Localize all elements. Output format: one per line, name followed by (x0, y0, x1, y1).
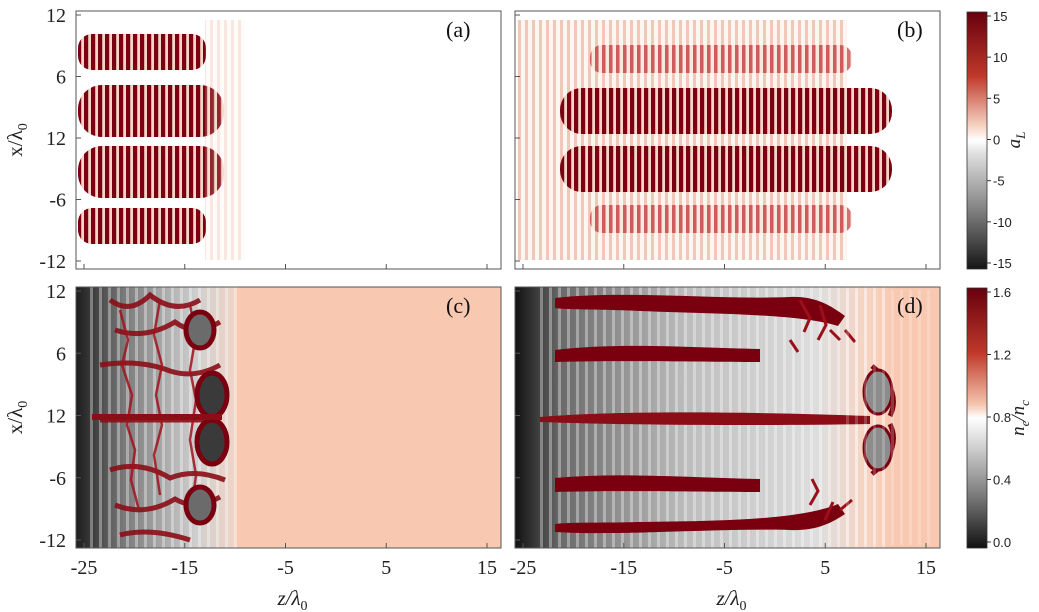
panel-c-cavity-4 (183, 484, 217, 526)
x-axis-title-sub-d: 0 (740, 599, 747, 612)
y-tick-label-c-1: 6 (56, 343, 66, 365)
colorbar-aL-title-main: a (1004, 139, 1025, 149)
x-axis-title-c: z/λ0 (276, 586, 307, 612)
y-tick-label-a-3: -6 (49, 190, 66, 212)
y-tick-label-c-4: -12 (39, 530, 66, 552)
colorbar-ne-title-mid: /n (1008, 406, 1029, 422)
x-axis-title-sub-c: 0 (301, 599, 308, 612)
panel-c-cavity-3 (194, 417, 230, 467)
y-axis-title-c: x/λ0 (3, 401, 31, 435)
panel-b-beamlet-3 (560, 146, 892, 192)
panel-a-beamlet-3 (78, 146, 224, 198)
panel-d: (d) (514, 286, 941, 549)
y-axis-title-sub-c: 0 (16, 401, 31, 408)
colorbar-aL-gradient (966, 11, 988, 270)
y-axis-title-main-c: x/λ (3, 407, 27, 434)
x-tick-label-c-4: 15 (477, 557, 497, 579)
panel-d-wake-ripples (840, 290, 935, 545)
colorbar-aL: 15 10 5 0 -5 -10 -15 aL (966, 9, 1028, 271)
panel-c-cavity-2 (194, 370, 230, 420)
panel-c: (c) (75, 286, 502, 549)
panel-b: (b) (514, 10, 941, 270)
x-tick-label-c-3: 5 (381, 557, 391, 579)
panel-b-beamlet-2 (560, 88, 892, 134)
x-tick-label-c-2: -5 (277, 557, 294, 579)
x-tick-label-d-2: -5 (716, 557, 733, 579)
colorbar-ne-title-sub-e: e (1017, 420, 1032, 426)
y-axis-title-sub-a: 0 (16, 123, 31, 130)
cbar-tick-label-ne-3: 0.4 (993, 473, 1011, 488)
panel-d-channel-4 (555, 475, 760, 492)
colorbar-ne-ticks: 1.6 1.2 0.8 0.4 0.0 (987, 285, 1011, 550)
x-tick-label-d-0: -25 (510, 557, 537, 579)
panel-a: (a) (75, 10, 502, 270)
panel-c-axis-channel (92, 414, 222, 420)
colorbar-ne-title-n: n (1008, 426, 1029, 436)
x-axis-title-main-c: z/λ (276, 586, 300, 610)
cbar-tick-label-aL-0: 15 (993, 9, 1007, 24)
cbar-tick-label-ne-4: 0.0 (993, 535, 1011, 550)
panel-d-frame (514, 286, 941, 549)
cbar-tick-label-aL-1: 10 (993, 50, 1007, 65)
y-tick-label-a-4: -12 (39, 251, 66, 273)
colorbar-aL-title: aL (1004, 132, 1028, 149)
y-tick-label-c-0: 12 (46, 281, 66, 303)
panel-a-frame (75, 10, 502, 270)
panel-b-beamlet-1 (590, 45, 852, 73)
x-axis-title-d: z/λ0 (715, 586, 746, 612)
panel-a-label: (a) (446, 17, 470, 42)
y-tick-label-c-2: 12 (46, 406, 66, 428)
y-tick-label-a-2: 12 (46, 128, 66, 150)
cbar-tick-label-aL-4: -5 (993, 174, 1005, 189)
panel-c-cavity-1 (183, 309, 217, 351)
colorbar-ne-title-sub-c: c (1017, 400, 1032, 406)
panel-a-beamlet-4 (78, 208, 206, 244)
cbar-tick-label-aL-5: -10 (993, 215, 1012, 230)
cbar-tick-label-aL-6: -15 (993, 256, 1012, 271)
colorbar-ne-gradient (966, 287, 988, 549)
x-tick-label-c-1: -15 (171, 557, 198, 579)
colorbar-ne: 1.6 1.2 0.8 0.4 0.0 ne/nc (966, 285, 1032, 550)
y-tick-label-a-0: 12 (46, 5, 66, 27)
x-tick-label-d-4: 15 (916, 557, 936, 579)
panel-a-beamlet-1 (78, 34, 206, 70)
panel-d-channel-3 (540, 412, 870, 426)
axes: -25 -15 -5 5 15 -25 -15 -5 5 15 12 6 12 -6 -12 12 6 12 -6 -… (3, 5, 936, 612)
panel-b-frame (514, 10, 941, 270)
panel-b-label: (b) (897, 17, 923, 42)
cbar-tick-label-ne-0: 1.6 (993, 285, 1011, 300)
cbar-tick-label-ne-2: 0.8 (993, 410, 1011, 425)
panel-b-beamlet-4 (590, 205, 852, 233)
x-tick-label-c-0: -25 (71, 557, 98, 579)
x-tick-label-d-1: -15 (610, 557, 637, 579)
colorbar-aL-title-sub: L (1013, 132, 1028, 140)
panel-a-diffraction-halo (205, 20, 245, 260)
x-axis-title-main-d: z/λ (715, 586, 739, 610)
colorbar-ne-title: ne/nc (1008, 400, 1032, 436)
y-tick-label-c-3: -6 (49, 468, 66, 490)
y-axis-title-a: x/λ0 (3, 123, 31, 157)
panel-a-beamlet-2 (78, 85, 224, 137)
x-tick-label-d-3: 5 (820, 557, 830, 579)
panel-d-channel-2 (555, 345, 760, 362)
cbar-tick-label-aL-3: 0 (993, 133, 1000, 148)
colorbar-aL-ticks: 15 10 5 0 -5 -10 -15 (987, 9, 1012, 271)
panel-d-label: (d) (897, 293, 923, 318)
cbar-tick-label-aL-2: 5 (993, 91, 1000, 106)
panel-d-channel-5 (555, 504, 845, 534)
panel-c-frame (75, 286, 502, 549)
panel-c-label: (c) (446, 293, 470, 318)
panel-d-channel-1 (555, 294, 845, 326)
y-axis-title-main-a: x/λ (3, 129, 27, 156)
y-tick-label-a-1: 6 (56, 67, 66, 89)
cbar-tick-label-ne-1: 1.2 (993, 348, 1011, 363)
